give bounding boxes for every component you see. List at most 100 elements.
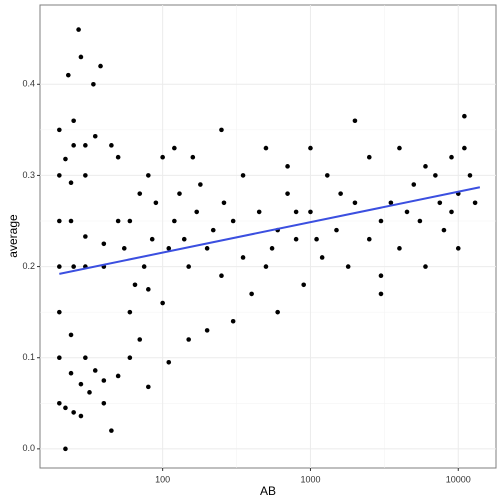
point — [166, 246, 172, 251]
point — [137, 337, 143, 342]
point — [91, 81, 96, 87]
point — [219, 273, 224, 278]
point — [160, 154, 165, 160]
point — [293, 236, 299, 242]
point — [63, 156, 68, 162]
point — [141, 264, 147, 269]
point — [338, 191, 343, 196]
point — [221, 200, 227, 206]
point — [462, 113, 467, 119]
point — [66, 72, 71, 78]
y-tick-label: 0.3 — [22, 170, 35, 180]
point — [423, 164, 428, 169]
point — [101, 241, 107, 247]
trend-line — [59, 186, 481, 275]
point — [63, 446, 68, 452]
point — [293, 209, 299, 215]
y-tick-label: 0.0 — [22, 443, 35, 453]
point — [78, 413, 84, 419]
point — [186, 264, 191, 269]
point — [249, 291, 254, 297]
point — [334, 227, 339, 233]
point — [194, 209, 200, 215]
point — [109, 428, 114, 433]
point — [68, 218, 74, 224]
y-tick-label: 0.1 — [22, 352, 35, 362]
point — [78, 381, 84, 387]
point — [101, 378, 107, 383]
point — [378, 291, 384, 297]
point — [172, 218, 177, 224]
point — [308, 209, 313, 215]
point — [345, 264, 351, 269]
point — [127, 355, 133, 361]
point — [68, 370, 74, 376]
point — [186, 337, 191, 342]
point — [71, 118, 76, 124]
point — [153, 200, 159, 206]
point — [467, 173, 473, 178]
point — [87, 390, 92, 395]
point — [366, 236, 372, 242]
point — [83, 143, 88, 148]
panel — [39, 4, 497, 469]
point — [83, 355, 88, 361]
point — [57, 173, 62, 178]
point — [285, 164, 290, 169]
point — [388, 200, 394, 206]
point — [397, 246, 402, 251]
point — [204, 246, 210, 251]
point — [411, 182, 417, 187]
point — [57, 400, 62, 406]
point — [230, 318, 236, 324]
point — [177, 191, 182, 196]
point — [378, 218, 384, 224]
point — [57, 264, 62, 269]
point — [352, 200, 358, 206]
point — [198, 182, 203, 187]
point — [57, 355, 62, 361]
point — [127, 309, 133, 315]
point — [76, 27, 81, 32]
point — [68, 180, 74, 186]
x-tick-label: 10000 — [446, 474, 471, 484]
point — [146, 287, 151, 292]
point — [146, 173, 151, 178]
point — [115, 154, 121, 160]
point — [240, 173, 246, 178]
point — [172, 145, 177, 151]
point — [404, 209, 410, 215]
point — [121, 246, 127, 251]
point — [109, 143, 114, 148]
point — [417, 218, 423, 224]
y-tick-label: 0.4 — [22, 79, 35, 89]
point — [210, 227, 216, 233]
point — [71, 410, 76, 415]
point — [437, 200, 443, 206]
point — [98, 63, 103, 69]
point — [115, 218, 121, 224]
point — [269, 246, 275, 251]
point — [285, 191, 290, 196]
y-axis-title: average — [6, 214, 20, 258]
point — [324, 173, 330, 178]
point — [71, 264, 76, 269]
point — [83, 173, 88, 178]
point — [190, 154, 196, 160]
point — [181, 236, 187, 242]
point — [83, 234, 88, 239]
point — [219, 127, 224, 133]
point — [423, 264, 428, 269]
point — [263, 145, 269, 151]
point — [352, 118, 358, 124]
point — [455, 246, 461, 251]
point — [301, 282, 306, 288]
x-tick-label: 100 — [155, 474, 170, 484]
point — [449, 209, 454, 215]
point — [132, 282, 138, 288]
point — [256, 209, 262, 215]
point — [115, 373, 121, 379]
point — [433, 173, 438, 178]
point — [366, 154, 372, 160]
